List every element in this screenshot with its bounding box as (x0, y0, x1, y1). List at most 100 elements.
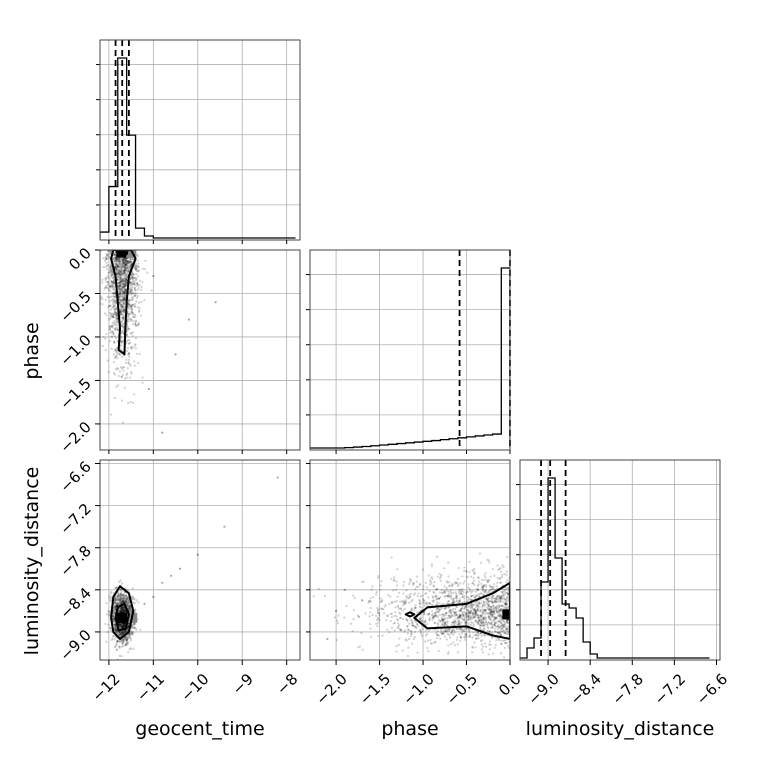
sample-point (418, 617, 421, 620)
sample-point (122, 624, 126, 628)
sample-point (120, 623, 123, 626)
sample-point (470, 591, 473, 594)
sample-point (494, 617, 498, 620)
sample-point (178, 567, 182, 570)
sample-point (121, 305, 125, 308)
sample-point (121, 259, 124, 263)
sample-point (433, 599, 436, 602)
sample-point (494, 630, 497, 633)
sample-point (127, 601, 130, 604)
sample-point (135, 319, 138, 322)
sample-point (130, 292, 134, 296)
sample-point (449, 590, 452, 593)
sample-point (484, 609, 487, 612)
sample-point (115, 314, 118, 317)
sample-point (125, 340, 128, 343)
sample-point (438, 572, 441, 575)
sample-point (123, 600, 126, 603)
sample-point (428, 612, 431, 615)
sample-point (112, 609, 115, 612)
sample-point (128, 261, 131, 264)
sample-point (128, 290, 132, 293)
sample-point (123, 263, 127, 266)
sample-point (122, 283, 125, 286)
sample-point (113, 316, 116, 319)
sample-point (113, 260, 116, 263)
sample-point (424, 619, 427, 622)
sample-point (501, 604, 505, 607)
sample-point (121, 308, 125, 311)
sample-point (116, 257, 119, 261)
sample-point (119, 279, 122, 282)
sample-point (375, 614, 378, 617)
sample-point (436, 614, 439, 617)
sample-point (127, 266, 130, 269)
sample-point (491, 601, 494, 604)
sample-point (446, 581, 449, 584)
sample-point (123, 283, 126, 286)
sample-point (122, 631, 125, 634)
sample-point (433, 612, 437, 615)
sample-point (140, 314, 143, 317)
sample-point (451, 624, 455, 627)
sample-point (439, 637, 442, 640)
sample-point (126, 273, 129, 277)
sample-point (129, 647, 132, 650)
sample-point (123, 296, 126, 300)
sample-point (129, 400, 132, 404)
sample-point (377, 617, 380, 621)
sample-point (131, 258, 135, 261)
sample-point (480, 632, 483, 635)
sample-point (105, 286, 108, 289)
sample-point (116, 384, 120, 387)
sample-point (503, 590, 506, 593)
sample-point (478, 595, 481, 598)
sample-point (123, 285, 126, 288)
sample-point (123, 287, 127, 290)
sample-point (360, 580, 364, 584)
sample-point (499, 604, 502, 608)
sample-point (114, 586, 117, 590)
sample-point (395, 600, 398, 603)
sample-point (497, 631, 500, 634)
sample-point (485, 597, 488, 601)
sample-point (119, 293, 122, 296)
sample-point (458, 599, 461, 603)
sample-point (489, 585, 492, 588)
sample-point (120, 375, 123, 379)
sample-point (115, 601, 118, 605)
sample-point (424, 621, 427, 624)
sample-point (113, 254, 116, 257)
sample-point (476, 588, 479, 591)
sample-point (114, 606, 117, 609)
sample-point (124, 272, 128, 276)
sample-point (117, 593, 120, 597)
sample-point (127, 300, 130, 303)
sample-point (122, 632, 125, 635)
sample-point (504, 601, 508, 604)
sample-point (413, 624, 416, 628)
sample-point (449, 614, 452, 617)
sample-point (448, 595, 451, 598)
sample-point (122, 278, 125, 281)
sample-point (502, 624, 505, 628)
sample-point (504, 603, 508, 606)
sample-point (420, 630, 423, 634)
sample-point (497, 625, 500, 628)
sample-point (484, 576, 487, 579)
sample-point (397, 643, 400, 647)
sample-point (410, 600, 413, 603)
sample-point (115, 630, 118, 634)
sample-point (486, 607, 490, 611)
sample-point (491, 600, 494, 603)
sample-point (122, 294, 125, 297)
sample-point (119, 302, 122, 306)
sample-point (361, 599, 364, 602)
sample-point (474, 613, 477, 616)
sample-point (132, 631, 135, 634)
sample-point (105, 314, 108, 317)
sample-point (115, 311, 119, 314)
sample-point (440, 573, 443, 577)
sample-point (454, 618, 457, 621)
sample-point (121, 607, 124, 610)
